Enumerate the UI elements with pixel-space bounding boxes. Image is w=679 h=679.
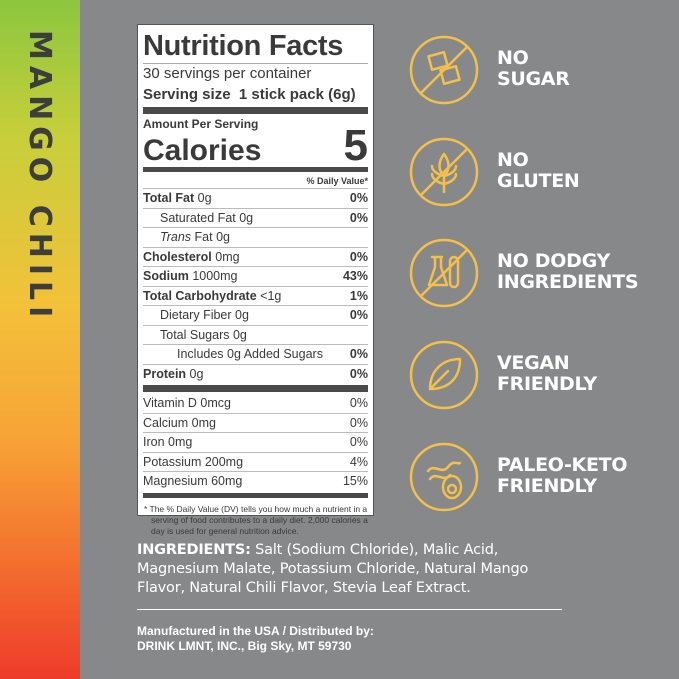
bacon-avocado-icon bbox=[409, 442, 479, 512]
nutrient-row: Cholesterol 0mg 0% bbox=[143, 246, 368, 267]
nutrient-row: Total Carbohydrate <1g 1% bbox=[143, 285, 368, 306]
nutrient-row: Total Sugars 0g bbox=[143, 324, 368, 345]
claim-text: NO GLUTEN bbox=[497, 149, 580, 192]
manufacturer: Manufactured in the USA / Distributed by… bbox=[137, 624, 374, 653]
vitamin-row: Iron 0mg 0% bbox=[143, 432, 368, 452]
label-title: Nutrition Facts bbox=[143, 30, 344, 62]
claim-text: PALEO-KETO FRIENDLY bbox=[497, 454, 628, 497]
nutrient-row: Includes 0g Added Sugars 0% bbox=[143, 344, 368, 364]
nutrient-row: Sodium 1000mg 43% bbox=[143, 266, 368, 286]
claim-text: NO SUGAR bbox=[497, 47, 570, 90]
claim-text: NO DODGY INGREDIENTS bbox=[497, 250, 639, 293]
nutrient-row: Protein 0g 0% bbox=[143, 363, 368, 384]
divider bbox=[143, 385, 368, 392]
nutrient-row: Saturated Fat 0g 0% bbox=[143, 207, 368, 228]
leaf-icon bbox=[409, 340, 479, 410]
sugar-cube-crossed-icon bbox=[409, 35, 479, 105]
calories: Calories 5 bbox=[143, 121, 368, 170]
footnote: * The % Daily Value (DV) tells you how m… bbox=[144, 503, 368, 536]
flavor-color-strip bbox=[0, 0, 80, 679]
divider bbox=[137, 609, 562, 610]
ingredients: INGREDIENTS: Salt (Sodium Chloride), Mal… bbox=[137, 542, 529, 596]
serving-size: Serving size 1 stick pack (6g) bbox=[143, 86, 356, 103]
lab-flask-crossed-icon bbox=[409, 238, 479, 308]
amount-per-serving: Amount Per Serving bbox=[143, 117, 259, 131]
wheat-crossed-icon bbox=[409, 137, 479, 207]
flavor-name: MANGO CHILI bbox=[22, 30, 57, 324]
nutrition-facts-label: Nutrition Facts 30 servings per containe… bbox=[137, 24, 374, 536]
vitamin-row: Vitamin D 0mcg 0% bbox=[143, 396, 368, 410]
servings: 30 servings per container bbox=[143, 65, 312, 82]
divider bbox=[143, 492, 368, 498]
vitamin-row: Potassium 200mg 4% bbox=[143, 451, 368, 472]
divider bbox=[143, 107, 368, 114]
vitamin-row: Magnesium 60mg 15% bbox=[143, 471, 368, 491]
divider bbox=[143, 167, 368, 172]
nutrient-row: Total Fat 0g 0% bbox=[143, 188, 368, 208]
nutrient-row: Trans Fat 0g bbox=[143, 227, 368, 247]
dv-header: % Daily Value* bbox=[306, 176, 368, 186]
vitamin-row: Calcium 0mg 0% bbox=[143, 412, 368, 433]
claim-text: VEGAN FRIENDLY bbox=[497, 352, 597, 395]
nutrient-row: Dietary Fiber 0g 0% bbox=[143, 305, 368, 325]
